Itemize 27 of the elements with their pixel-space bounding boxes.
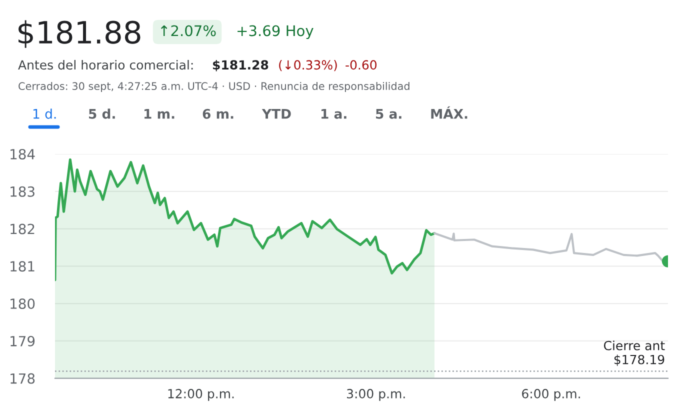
y-tick-label: 180 xyxy=(10,298,35,310)
text: ↑2.07% xyxy=(160,25,216,36)
text: MÁX. xyxy=(431,106,468,119)
text: Antes del horario comercial: xyxy=(18,60,193,70)
text: Cerrados: 30 sept, 4:27:25 a.m. UTC-4 · USD · Renuncia de responsabilidad xyxy=(18,82,410,92)
x-tick-label: 3:00 p.m. xyxy=(347,388,405,401)
text: 5 a. xyxy=(376,109,402,119)
text: 5 d. xyxy=(89,108,115,119)
x-tick-label: 6:00 p.m. xyxy=(522,388,580,401)
y-tick-label: 184 xyxy=(10,148,35,160)
ref-line-label: Cierre ant $178.19 xyxy=(604,340,665,366)
text: (↓0.33%) xyxy=(279,60,337,72)
x-tick-label: 12:00 p.m. xyxy=(168,388,234,401)
text: 6 m. xyxy=(202,108,234,119)
y-tick-label: 183 xyxy=(10,186,34,197)
y-tick-label: 179 xyxy=(10,336,35,346)
text: YTD xyxy=(262,109,291,119)
text: 1 a. xyxy=(321,109,346,119)
text: +3.69 Hoy xyxy=(238,25,314,40)
text: 1 m. xyxy=(144,109,174,119)
text: 1 d. xyxy=(33,108,56,119)
text: -0.60 xyxy=(346,60,377,70)
y-tick-label: 182 xyxy=(10,224,34,234)
chart-title: $181.88 xyxy=(18,20,140,48)
y-tick-label: 178 xyxy=(10,373,35,384)
text: $181.28 xyxy=(212,60,268,72)
y-tick-label: 181 xyxy=(10,261,34,272)
